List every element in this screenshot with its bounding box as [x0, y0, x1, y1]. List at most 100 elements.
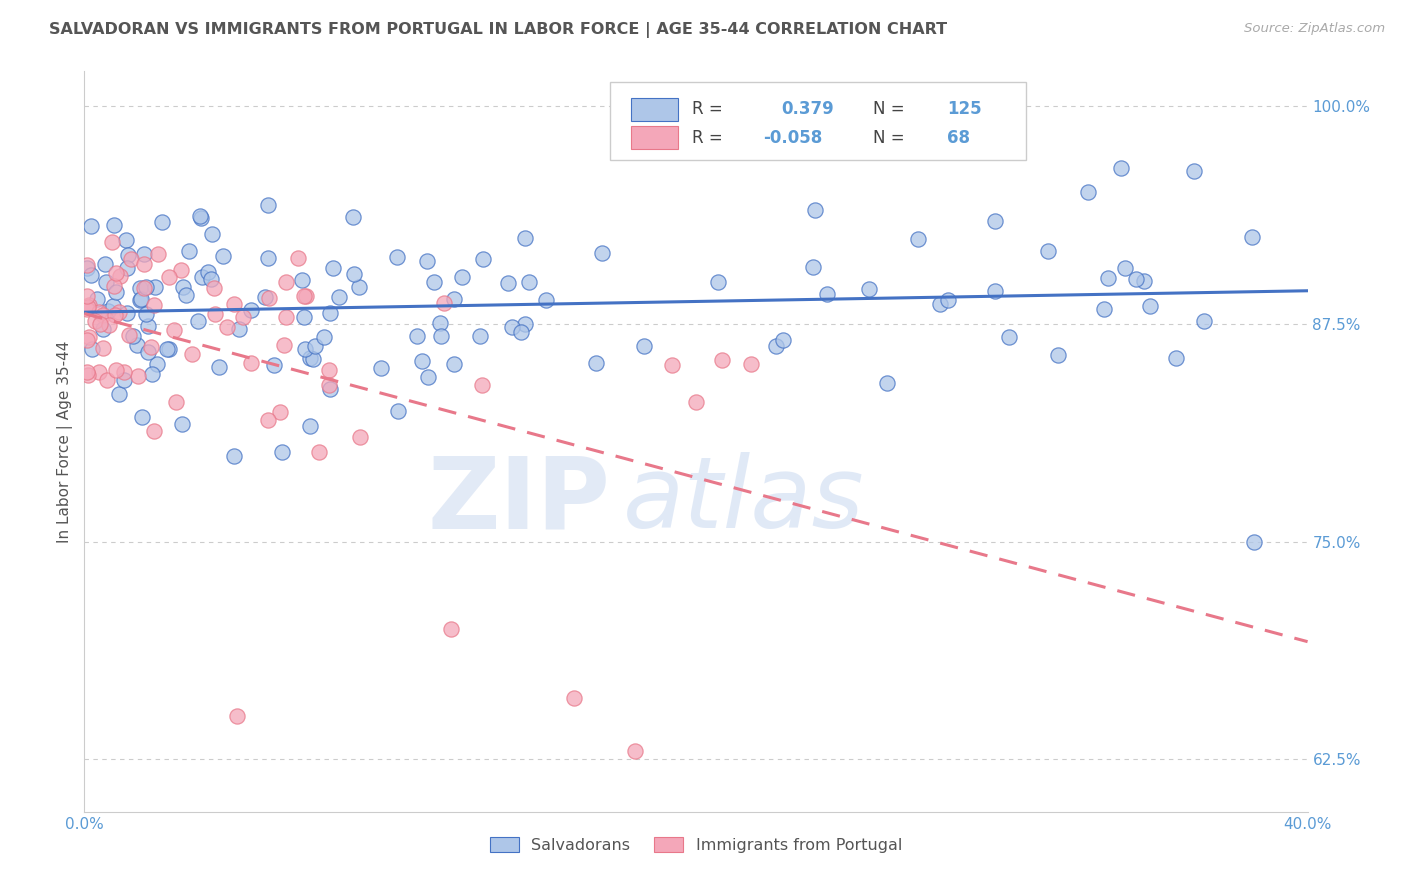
Point — [128, 281, 150, 295]
Point — [222, 449, 245, 463]
Point — [224, 297, 246, 311]
Point — [1097, 270, 1119, 285]
Point — [103, 219, 125, 233]
Point — [240, 356, 263, 370]
Point — [77, 298, 100, 312]
Point — [515, 231, 537, 245]
Point — [318, 362, 340, 376]
Point — [416, 253, 439, 268]
Point — [79, 268, 101, 282]
Point — [76, 365, 98, 379]
Point — [257, 291, 280, 305]
Point — [103, 308, 125, 322]
Point — [197, 265, 219, 279]
Point — [815, 287, 838, 301]
Point — [292, 288, 315, 302]
Point — [1166, 351, 1188, 365]
Point — [1182, 164, 1205, 178]
Point — [129, 292, 152, 306]
Text: -0.058: -0.058 — [763, 128, 823, 146]
Point — [76, 302, 98, 317]
Point — [591, 246, 613, 260]
Point — [208, 359, 231, 374]
Point — [86, 292, 108, 306]
Point — [1243, 534, 1265, 549]
Point — [118, 327, 141, 342]
Point — [91, 308, 114, 322]
Point — [204, 307, 226, 321]
Point — [319, 306, 342, 320]
Point — [433, 296, 456, 310]
Point — [534, 293, 557, 307]
Point — [115, 305, 138, 319]
Point — [510, 326, 533, 340]
Text: 125: 125 — [946, 101, 981, 119]
Point — [200, 272, 222, 286]
Point — [929, 296, 952, 310]
Point — [349, 430, 371, 444]
Point — [342, 210, 364, 224]
Point — [150, 215, 173, 229]
Point — [302, 351, 325, 366]
Point — [177, 244, 200, 258]
Point — [804, 203, 827, 218]
Y-axis label: In Labor Force | Age 35-44: In Labor Force | Age 35-44 — [58, 341, 73, 542]
Point — [172, 280, 194, 294]
Point — [141, 367, 163, 381]
Point — [94, 257, 117, 271]
Point — [257, 413, 280, 427]
Point — [228, 322, 250, 336]
Point — [429, 317, 451, 331]
Point — [370, 361, 392, 376]
Point — [91, 322, 114, 336]
Point — [257, 198, 280, 212]
Point — [157, 270, 180, 285]
Point — [143, 424, 166, 438]
Point — [294, 288, 316, 302]
Point — [87, 366, 110, 380]
Legend: Salvadorans, Immigrants from Portugal: Salvadorans, Immigrants from Portugal — [484, 830, 908, 859]
Point — [387, 403, 409, 417]
Point — [328, 290, 350, 304]
Point — [202, 281, 225, 295]
Point — [271, 444, 294, 458]
Point — [187, 313, 209, 327]
Point — [801, 260, 824, 275]
Point — [1240, 229, 1263, 244]
Point — [411, 354, 433, 368]
Point — [273, 338, 295, 352]
Point — [308, 444, 330, 458]
Point — [1139, 300, 1161, 314]
Point — [423, 275, 446, 289]
Point — [624, 744, 647, 758]
Point — [146, 357, 169, 371]
Text: Source: ZipAtlas.com: Source: ZipAtlas.com — [1244, 22, 1385, 36]
Text: SALVADORAN VS IMMIGRANTS FROM PORTUGAL IN LABOR FORCE | AGE 35-44 CORRELATION CH: SALVADORAN VS IMMIGRANTS FROM PORTUGAL I… — [49, 22, 948, 38]
Point — [1047, 348, 1070, 362]
Point — [156, 342, 179, 356]
Point — [274, 310, 297, 324]
Point — [936, 293, 959, 307]
Point — [232, 310, 254, 324]
Point — [585, 356, 607, 370]
Point — [105, 363, 128, 377]
Point — [128, 293, 150, 308]
Point — [710, 352, 733, 367]
Point — [471, 252, 494, 267]
Point — [430, 328, 453, 343]
Point — [141, 340, 163, 354]
Point — [136, 345, 159, 359]
Point — [907, 232, 929, 246]
Point — [165, 395, 187, 409]
Point — [257, 251, 280, 265]
FancyBboxPatch shape — [610, 82, 1026, 161]
Point — [143, 279, 166, 293]
Point — [318, 382, 340, 396]
Point — [240, 302, 263, 317]
Text: R =: R = — [692, 101, 723, 119]
Point — [134, 281, 156, 295]
Point — [217, 320, 239, 334]
Point — [515, 317, 537, 331]
Point — [135, 308, 157, 322]
Point — [117, 248, 139, 262]
